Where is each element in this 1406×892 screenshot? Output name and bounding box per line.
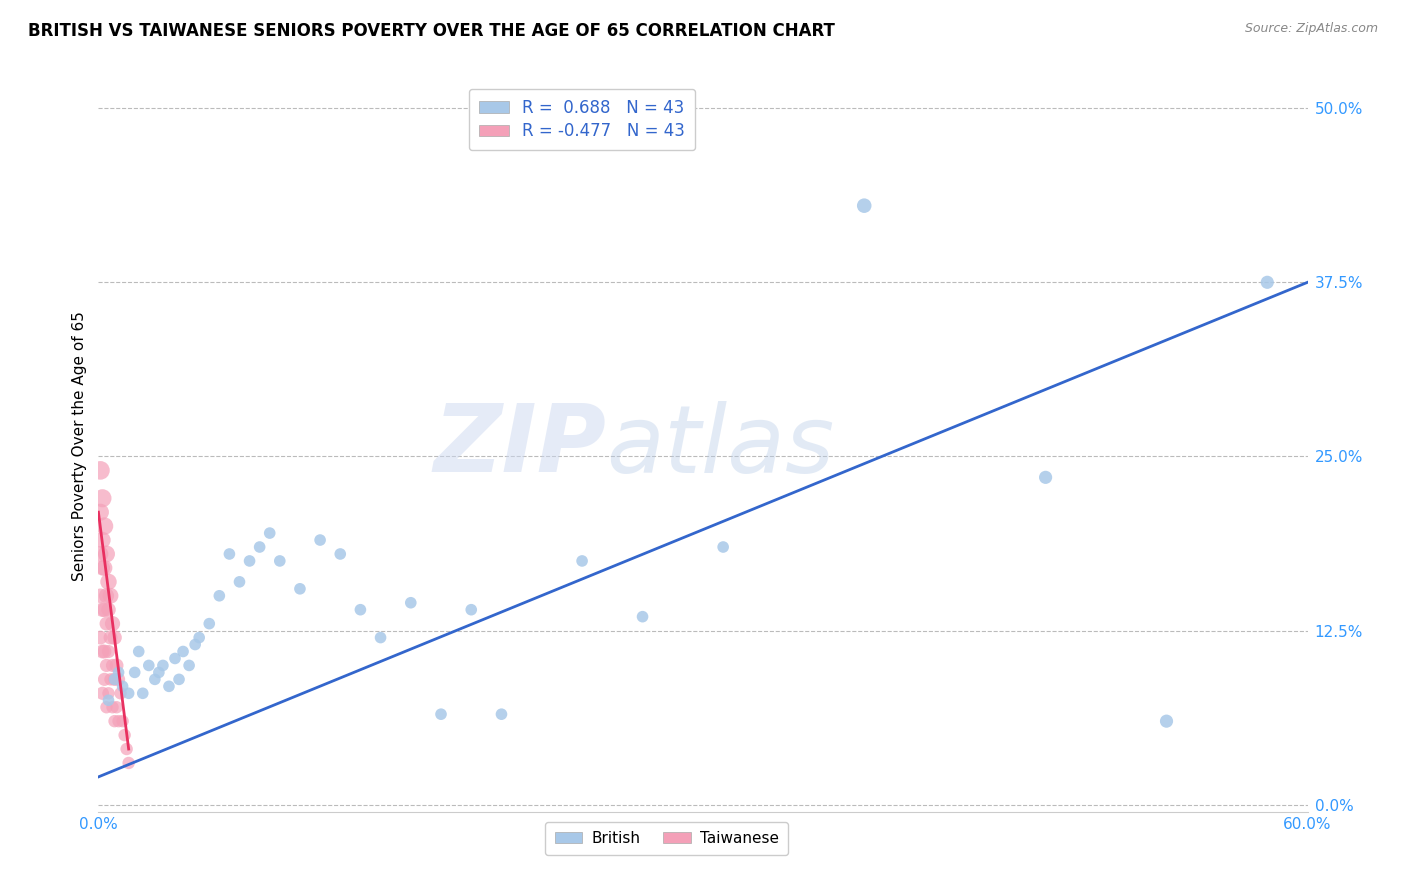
Point bbox=[163, 651, 186, 665]
Point bbox=[370, 631, 392, 645]
Point bbox=[93, 603, 115, 617]
Point bbox=[107, 665, 129, 680]
Point bbox=[93, 673, 115, 687]
Point bbox=[91, 686, 114, 700]
Point bbox=[143, 673, 166, 687]
Point bbox=[89, 589, 111, 603]
Point bbox=[349, 603, 371, 617]
Point bbox=[89, 547, 111, 561]
Point bbox=[218, 547, 240, 561]
Point bbox=[239, 554, 262, 568]
Point bbox=[89, 631, 111, 645]
Point bbox=[208, 589, 231, 603]
Point bbox=[128, 644, 150, 658]
Point bbox=[97, 686, 120, 700]
Point bbox=[96, 700, 118, 714]
Point bbox=[460, 603, 482, 617]
Point bbox=[114, 728, 136, 742]
Text: ZIP: ZIP bbox=[433, 400, 606, 492]
Point bbox=[430, 707, 453, 722]
Point bbox=[111, 714, 134, 728]
Point bbox=[167, 673, 190, 687]
Point bbox=[309, 533, 332, 547]
Point bbox=[288, 582, 311, 596]
Point bbox=[105, 658, 128, 673]
Point bbox=[269, 554, 291, 568]
Text: BRITISH VS TAIWANESE SENIORS POVERTY OVER THE AGE OF 65 CORRELATION CHART: BRITISH VS TAIWANESE SENIORS POVERTY OVE… bbox=[28, 22, 835, 40]
Point bbox=[118, 686, 141, 700]
Point bbox=[101, 658, 124, 673]
Point bbox=[96, 547, 118, 561]
Point bbox=[172, 644, 194, 658]
Point bbox=[100, 631, 122, 645]
Point bbox=[111, 679, 134, 693]
Point bbox=[179, 658, 201, 673]
Legend: British, Taiwanese: British, Taiwanese bbox=[546, 822, 787, 855]
Y-axis label: Seniors Poverty Over the Age of 65: Seniors Poverty Over the Age of 65 bbox=[72, 311, 87, 581]
Point bbox=[1256, 275, 1278, 289]
Point bbox=[100, 589, 122, 603]
Point bbox=[148, 665, 170, 680]
Point bbox=[97, 574, 120, 589]
Point bbox=[103, 714, 125, 728]
Point bbox=[138, 658, 160, 673]
Point bbox=[399, 596, 422, 610]
Point bbox=[107, 673, 129, 687]
Point bbox=[100, 673, 122, 687]
Point bbox=[97, 693, 120, 707]
Point bbox=[711, 540, 734, 554]
Point bbox=[96, 589, 118, 603]
Point bbox=[259, 526, 281, 541]
Point bbox=[188, 631, 211, 645]
Point bbox=[1035, 470, 1057, 484]
Point bbox=[91, 491, 114, 506]
Point bbox=[631, 609, 654, 624]
Point bbox=[249, 540, 271, 554]
Point bbox=[107, 714, 129, 728]
Point bbox=[124, 665, 146, 680]
Point bbox=[97, 644, 120, 658]
Point bbox=[198, 616, 221, 631]
Point bbox=[93, 519, 115, 533]
Text: Source: ZipAtlas.com: Source: ZipAtlas.com bbox=[1244, 22, 1378, 36]
Point bbox=[103, 631, 125, 645]
Point bbox=[91, 533, 114, 547]
Point bbox=[853, 199, 876, 213]
Text: atlas: atlas bbox=[606, 401, 835, 491]
Point bbox=[132, 686, 155, 700]
Point bbox=[329, 547, 352, 561]
Point bbox=[1156, 714, 1178, 728]
Point bbox=[571, 554, 593, 568]
Point bbox=[228, 574, 250, 589]
Point bbox=[105, 700, 128, 714]
Point bbox=[491, 707, 513, 722]
Point bbox=[91, 561, 114, 575]
Point bbox=[152, 658, 174, 673]
Point bbox=[91, 603, 114, 617]
Point bbox=[103, 673, 125, 687]
Point bbox=[91, 644, 114, 658]
Point bbox=[93, 644, 115, 658]
Point bbox=[101, 616, 124, 631]
Point bbox=[118, 756, 141, 770]
Point bbox=[110, 686, 132, 700]
Point bbox=[101, 700, 124, 714]
Point bbox=[103, 673, 125, 687]
Point bbox=[89, 505, 111, 519]
Point bbox=[96, 658, 118, 673]
Point bbox=[93, 561, 115, 575]
Point bbox=[184, 638, 207, 652]
Point bbox=[89, 463, 111, 477]
Point bbox=[157, 679, 180, 693]
Point bbox=[96, 616, 118, 631]
Point bbox=[115, 742, 138, 756]
Point bbox=[97, 603, 120, 617]
